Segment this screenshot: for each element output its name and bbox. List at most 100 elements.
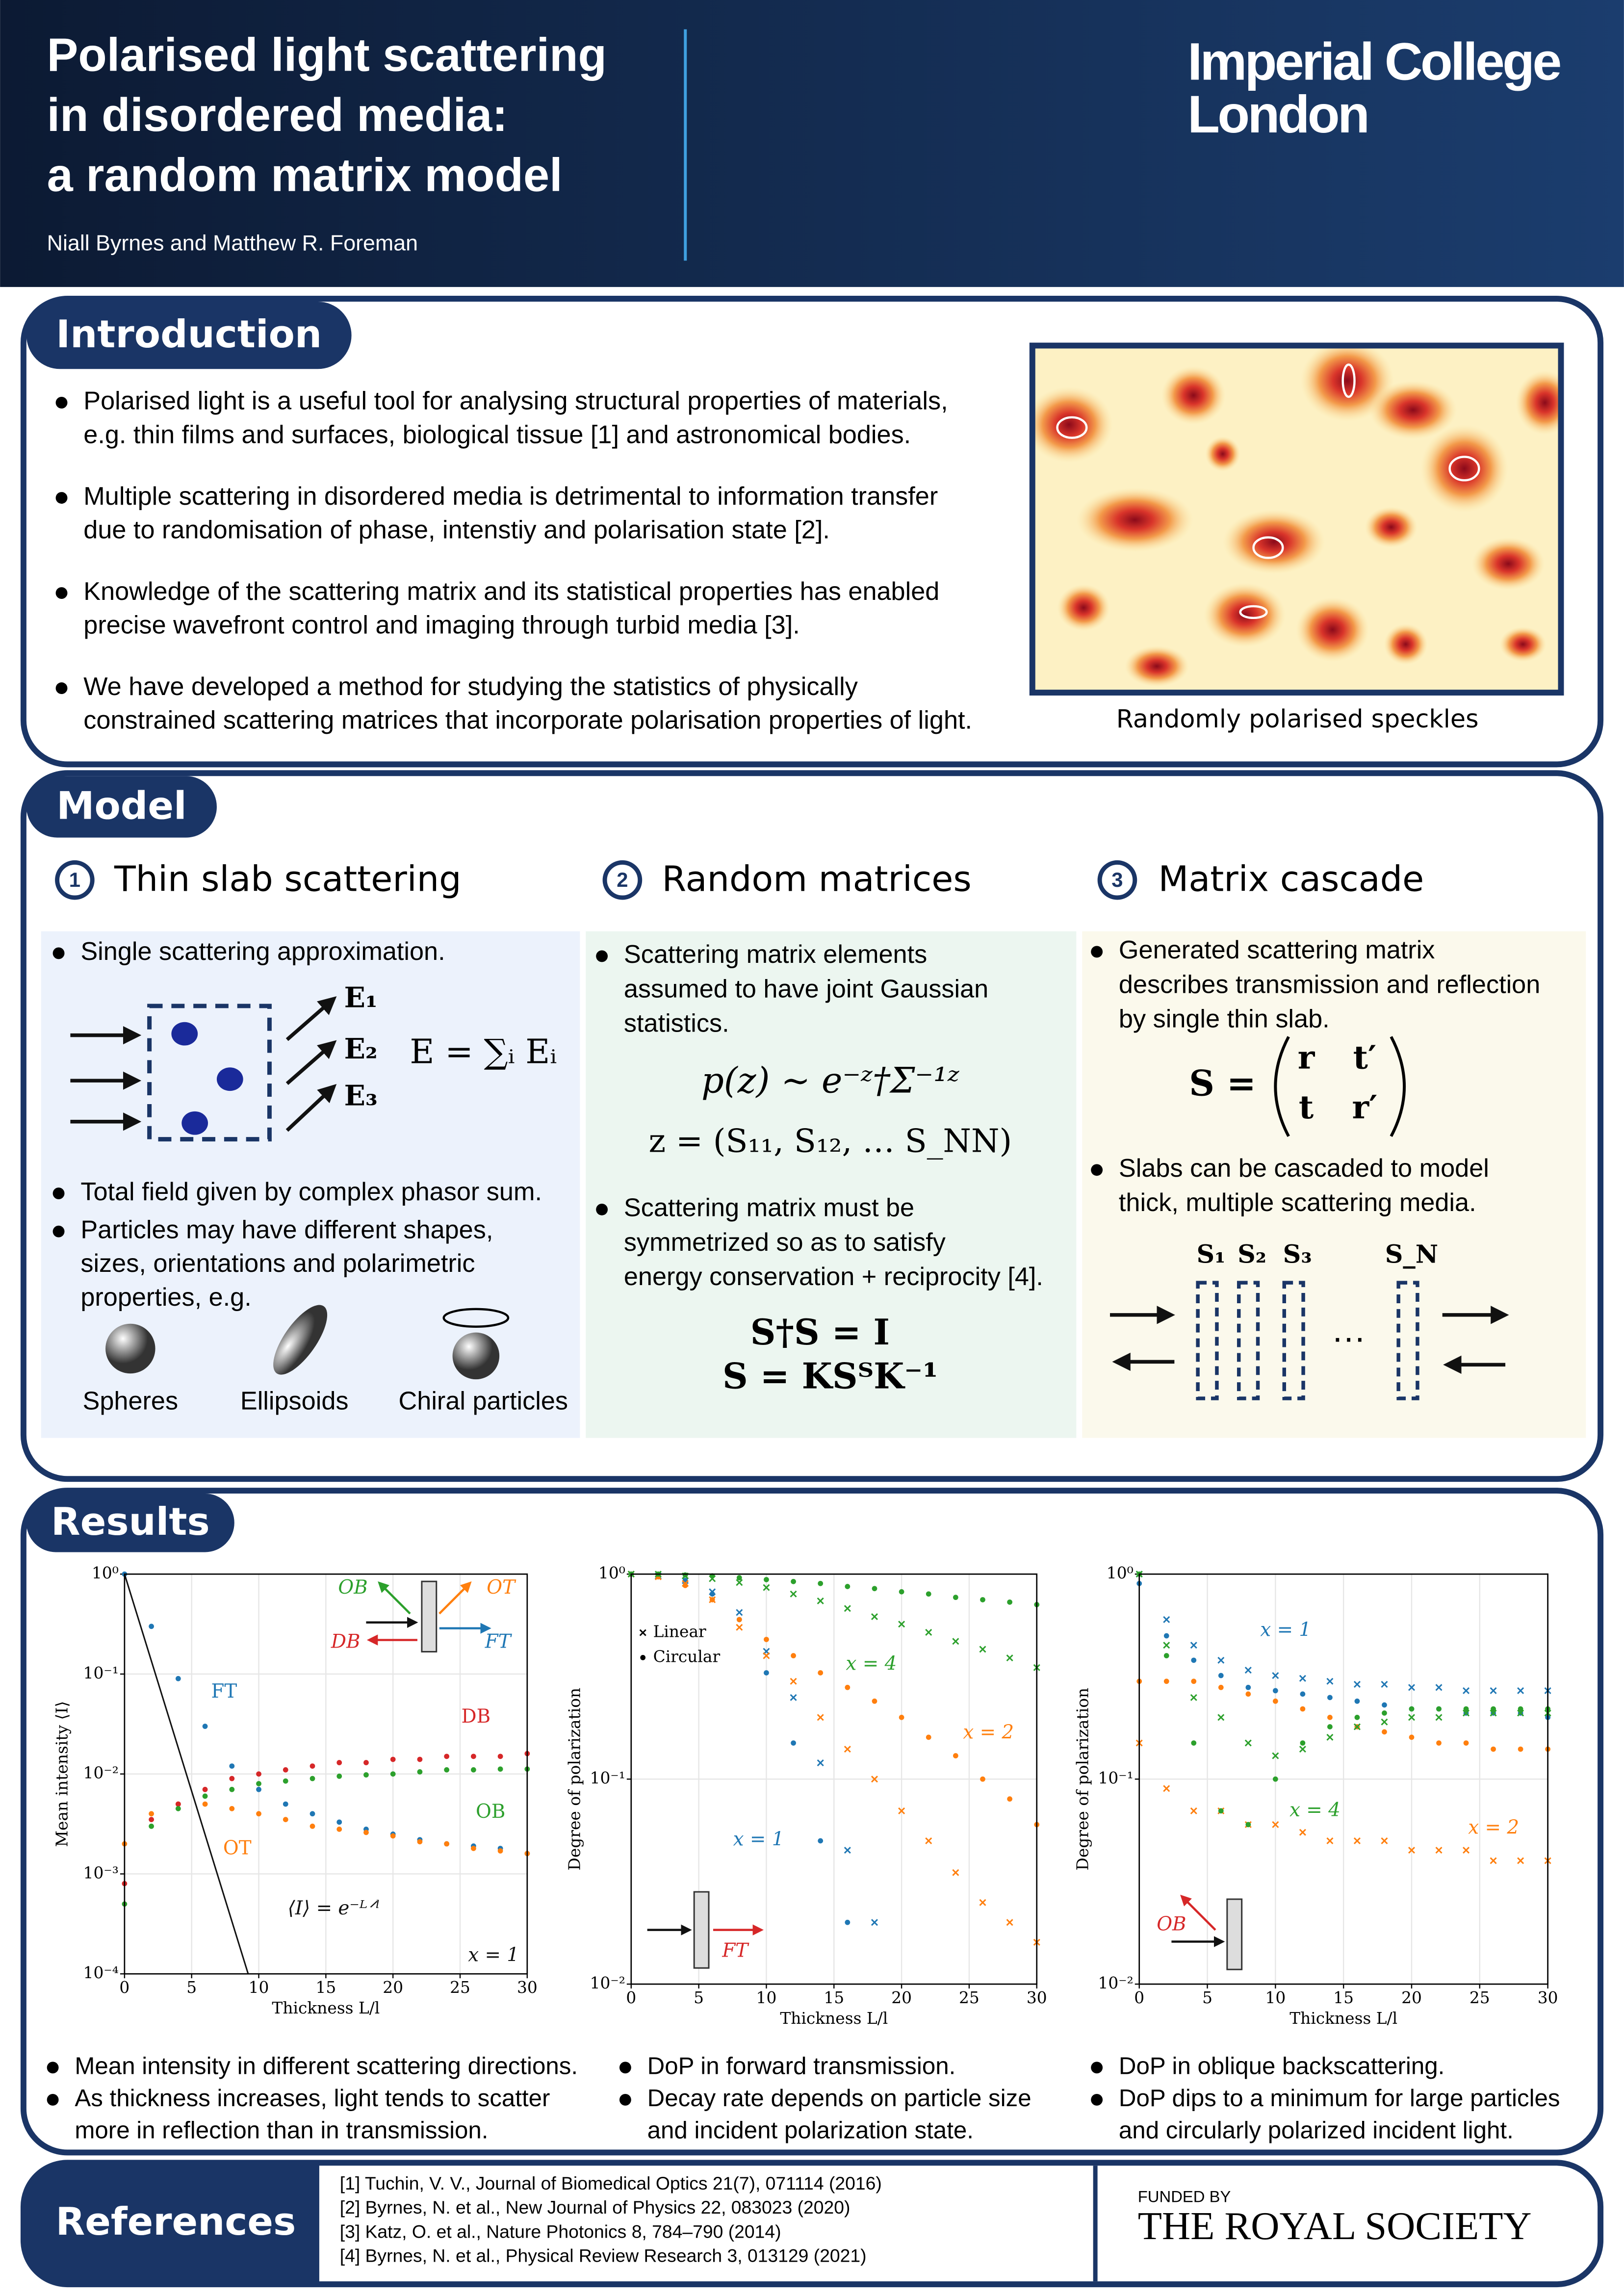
equation: S†S = I: [750, 1312, 890, 1353]
data-point: [1163, 1633, 1169, 1639]
data-point: [417, 1769, 423, 1775]
data-point: [1217, 1714, 1225, 1721]
polarisation-ellipse: [1341, 363, 1356, 398]
data-point: [149, 1817, 154, 1822]
bullet-dot: [1091, 2094, 1103, 2106]
data-point: [953, 1753, 958, 1758]
data-point: [1163, 1653, 1169, 1658]
data-point: [1191, 1657, 1197, 1663]
data-point: [390, 1771, 396, 1777]
logo: Imperial College: [1187, 32, 1560, 91]
speckle: [1057, 584, 1110, 631]
bullet-text: Single scattering approximation.: [80, 937, 445, 966]
data-point: [791, 1653, 796, 1658]
speckle: [1032, 387, 1113, 463]
data-point: [872, 1586, 877, 1592]
arrow: [285, 1040, 337, 1085]
bullet-dot: [55, 397, 68, 409]
bullet-text: and incident polarization state.: [647, 2117, 974, 2144]
section-tab: [26, 1494, 234, 1552]
data-point: [1218, 1684, 1224, 1690]
data-point: [1409, 1706, 1415, 1712]
data-point: [980, 1597, 985, 1602]
speckle: [1204, 583, 1286, 647]
data-point: [872, 1698, 877, 1704]
y-tick-label: 10⁻¹: [83, 1664, 119, 1682]
step-badge: [1097, 860, 1137, 900]
series-label: DB: [462, 1705, 491, 1728]
data-point: [149, 1624, 154, 1629]
bullet-text: Scattering matrix must be: [624, 1194, 914, 1222]
data-point: [1463, 1687, 1470, 1694]
annotation: x = 1: [468, 1944, 519, 1966]
data-point: [149, 1811, 154, 1817]
x-axis-label: Thickness L/l: [780, 2009, 888, 2028]
data-point: [1354, 1698, 1360, 1704]
arrow: [438, 1581, 472, 1615]
speckle: [1471, 537, 1545, 591]
column-title: Random matrices: [662, 859, 972, 900]
data-point: [817, 1597, 824, 1604]
data-point: [1326, 1733, 1334, 1741]
y-tick-label: 10⁻¹: [1098, 1769, 1134, 1787]
bullet-dot: [1091, 946, 1103, 958]
y-axis-label: Degree of polarization: [565, 1688, 584, 1871]
y-axis-label: Degree of polarization: [1073, 1688, 1092, 1871]
speckle: [1296, 597, 1369, 662]
data-point: [1518, 1706, 1523, 1712]
data-point: [1463, 1847, 1470, 1854]
polarisation-ellipse: [1239, 605, 1268, 619]
data-point: [1163, 1616, 1170, 1623]
data-point: [1300, 1691, 1306, 1697]
data-point: [256, 1771, 261, 1777]
series-label: OT: [223, 1837, 252, 1859]
data-point: [1191, 1678, 1197, 1684]
speckle: [1076, 488, 1194, 552]
arrow: [1180, 1894, 1216, 1931]
data-point: [952, 1869, 959, 1876]
step-number: 1: [69, 868, 80, 891]
bullet-text: Decay rate depends on particle size: [647, 2085, 1031, 2112]
data-point: [736, 1575, 742, 1581]
data-point: [1191, 1740, 1197, 1746]
bullet-text: DoP in oblique backscattering.: [1119, 2052, 1444, 2079]
speckle: [1124, 645, 1189, 687]
data-point: [175, 1801, 181, 1807]
data-point: [871, 1613, 878, 1621]
x-tick-label: 15: [1333, 1988, 1354, 2007]
data-point: [682, 1583, 688, 1588]
data-point: [1435, 1847, 1443, 1854]
legend-marker: [640, 1655, 646, 1660]
data-point: [444, 1754, 450, 1759]
field-label: E₁: [344, 982, 378, 1014]
chiral-icon: [452, 1332, 500, 1380]
arrow: [378, 1581, 411, 1615]
matrix-entry: t: [1299, 1088, 1314, 1126]
data-point: [1272, 1672, 1279, 1679]
reference: [4] Byrnes, N. et al., Physical Review R…: [340, 2245, 867, 2266]
data-point: [1244, 1739, 1252, 1747]
annotation: OB: [1157, 1913, 1186, 1935]
column-background: [1082, 931, 1586, 1438]
data-point: [309, 1811, 315, 1817]
bullet-text: DoP in forward transmission.: [647, 2052, 956, 2079]
data-point: [202, 1793, 208, 1799]
data-point: [1490, 1857, 1497, 1864]
data-point: [336, 1826, 342, 1832]
data-point: [283, 1767, 288, 1773]
x-tick-label: 20: [383, 1978, 403, 1997]
data-point: [1217, 1656, 1225, 1664]
data-point: [1327, 1724, 1333, 1729]
legend-label: Circular: [653, 1647, 721, 1666]
data-point: [1353, 1723, 1361, 1730]
data-point: [899, 1589, 904, 1595]
matrix-entry: t′: [1353, 1038, 1377, 1076]
data-point: [791, 1740, 796, 1746]
authors: Niall Byrnes and Matthew R. Foreman: [47, 231, 418, 255]
data-point: [229, 1806, 235, 1811]
matrix-bracket: [1390, 1036, 1406, 1137]
particle-cluster: [216, 1067, 243, 1091]
bullet-dot: [52, 1187, 65, 1199]
data-point: [952, 1638, 959, 1645]
data-point: [309, 1776, 315, 1781]
